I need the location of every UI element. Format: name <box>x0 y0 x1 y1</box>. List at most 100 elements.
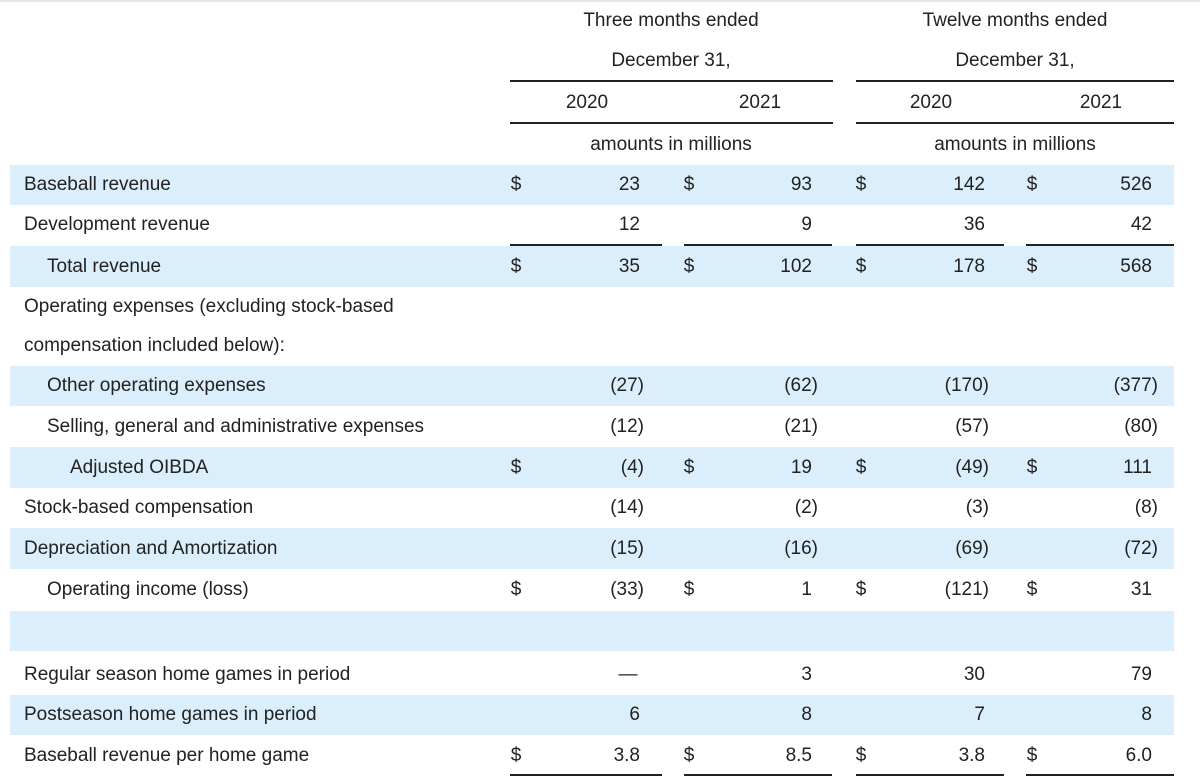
rule-bottom-3 <box>856 774 1004 776</box>
header-rule-twelve-months <box>856 80 1174 82</box>
currency-symbol: $ <box>510 579 522 600</box>
top-border <box>0 0 1200 2</box>
cell-value: 42 <box>1130 214 1152 235</box>
currency-symbol: $ <box>683 745 695 766</box>
row-band <box>10 165 1174 205</box>
currency-symbol: $ <box>683 174 695 195</box>
row-label: Operating income (loss) <box>47 579 249 600</box>
cell-value: 6 <box>629 704 640 725</box>
year-rule-three-months <box>510 122 833 124</box>
cell-value: (121) <box>944 579 989 600</box>
cell-value: 6.0 <box>1125 745 1152 766</box>
currency-symbol: $ <box>683 579 695 600</box>
cell-value: 8 <box>801 704 812 725</box>
cell-value: 35 <box>618 256 640 277</box>
cell-value: (3) <box>965 497 989 518</box>
row-band <box>10 246 1174 287</box>
cell-value: (15) <box>610 538 644 559</box>
cell-value: (16) <box>784 538 818 559</box>
cell-value: (21) <box>784 416 818 437</box>
currency-symbol: $ <box>855 174 867 195</box>
row-band <box>10 528 1174 569</box>
cell-value: (14) <box>610 497 644 518</box>
cell-value: 1 <box>801 579 812 600</box>
header-rule-three-months <box>510 80 833 82</box>
row-label: Baseball revenue per home game <box>24 745 310 766</box>
cell-value: (33) <box>610 579 644 600</box>
row-label: Regular season home games in period <box>24 664 351 685</box>
row-label: Selling, general and administrative expe… <box>47 416 425 437</box>
row-label: Baseball revenue <box>24 174 171 195</box>
cell-value: 23 <box>618 174 640 195</box>
cell-value: 142 <box>953 174 985 195</box>
year-rule-twelve-months <box>856 122 1174 124</box>
cell-value: 12 <box>618 214 640 235</box>
cell-value: 178 <box>953 256 985 277</box>
currency-symbol: $ <box>510 457 522 478</box>
header-twelve-months-line2: December 31, <box>955 50 1075 71</box>
cell-value: (62) <box>784 375 818 396</box>
cell-value: 8.5 <box>785 745 812 766</box>
row-label: Postseason home games in period <box>24 704 317 725</box>
cell-value: (2) <box>794 497 818 518</box>
cell-value: 568 <box>1120 256 1152 277</box>
rule-above-total-2 <box>684 244 832 246</box>
cell-value: 19 <box>790 457 812 478</box>
row-label: Adjusted OIBDA <box>70 457 209 478</box>
rule-bottom-2 <box>684 774 832 776</box>
row-label: Depreciation and Amortization <box>24 538 278 559</box>
currency-symbol: $ <box>1026 174 1038 195</box>
cell-value: (27) <box>610 375 644 396</box>
currency-symbol: $ <box>1026 256 1038 277</box>
cell-value: 7 <box>974 704 985 725</box>
header-twelve-months-line1: Twelve months ended <box>922 10 1108 31</box>
currency-symbol: $ <box>855 457 867 478</box>
cell-value: 9 <box>801 214 812 235</box>
currency-symbol: $ <box>683 457 695 478</box>
rule-above-total-3 <box>856 244 1004 246</box>
row-label: Total revenue <box>47 256 162 277</box>
row-label: Operating expenses (excluding stock-base… <box>24 296 394 317</box>
cell-value: — <box>618 664 638 685</box>
year-3m-2021: 2021 <box>738 92 782 113</box>
cell-value: (49) <box>955 457 989 478</box>
row-label: Other operating expenses <box>47 375 266 396</box>
cell-value: (80) <box>1124 416 1158 437</box>
cell-value: (72) <box>1124 538 1158 559</box>
cell-value: 36 <box>963 214 985 235</box>
currency-symbol: $ <box>1026 579 1038 600</box>
cell-value: 31 <box>1130 579 1152 600</box>
currency-symbol: $ <box>1026 457 1038 478</box>
cell-value: (8) <box>1134 497 1158 518</box>
cell-value: (69) <box>955 538 989 559</box>
units-twelve-months: amounts in millions <box>934 134 1096 155</box>
rule-bottom-4 <box>1026 774 1174 776</box>
currency-symbol: $ <box>510 745 522 766</box>
row-label: Stock-based compensation <box>24 497 254 518</box>
rule-bottom-1 <box>510 774 662 776</box>
cell-value: 3.8 <box>958 745 985 766</box>
year-12m-2021: 2021 <box>1079 92 1123 113</box>
cell-value: 79 <box>1130 664 1152 685</box>
cell-value: 102 <box>780 256 812 277</box>
cell-value: (170) <box>944 375 989 396</box>
currency-symbol: $ <box>510 174 522 195</box>
rule-above-total-4 <box>1026 244 1174 246</box>
currency-symbol: $ <box>510 256 522 277</box>
cell-value: (377) <box>1113 375 1158 396</box>
currency-symbol: $ <box>855 745 867 766</box>
currency-symbol: $ <box>683 256 695 277</box>
row-label: Development revenue <box>24 214 210 235</box>
row-band <box>10 447 1174 488</box>
cell-value: (4) <box>620 457 644 478</box>
cell-value: 3 <box>801 664 812 685</box>
year-12m-2020: 2020 <box>909 92 953 113</box>
row-band <box>10 366 1174 406</box>
year-3m-2020: 2020 <box>565 92 609 113</box>
cell-value: 8 <box>1141 704 1152 725</box>
cell-value: 3.8 <box>613 745 640 766</box>
cell-value: 93 <box>790 174 812 195</box>
cell-value: (12) <box>610 416 644 437</box>
currency-symbol: $ <box>855 579 867 600</box>
header-three-months-line2: December 31, <box>611 50 731 71</box>
